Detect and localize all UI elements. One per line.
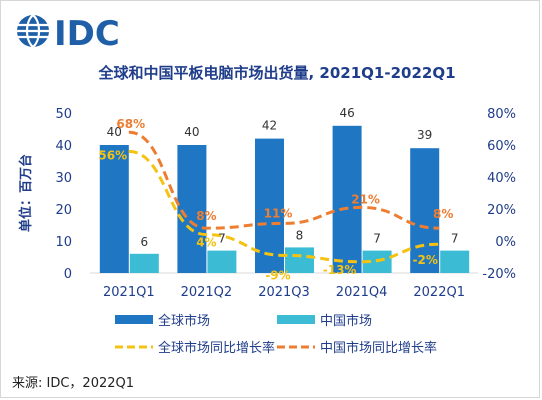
china-market-bar	[129, 253, 159, 273]
global-bar-value-label: 40	[184, 125, 199, 139]
y2-tick-label: 40%	[487, 171, 516, 186]
china-yoy-value-label: 8%	[433, 207, 453, 221]
global-yoy-value-label: 56%	[98, 148, 127, 162]
legend-label: 全球市场	[158, 313, 210, 329]
y-tick-label: 40	[55, 139, 72, 154]
y-tick-label: 0	[64, 267, 72, 282]
idc-logo: IDC	[17, 14, 120, 52]
china-yoy-line	[128, 130, 440, 230]
y2-tick-label: 60%	[487, 139, 516, 154]
x-tick-label: 2021Q4	[336, 285, 388, 300]
china-market-bar	[207, 250, 237, 273]
legend-label: 全球市场同比增长率	[158, 340, 275, 356]
global-market-bar	[99, 145, 129, 273]
right-axis: -20% 0% 20% 40% 60% 80%	[482, 107, 516, 282]
global-yoy-line	[128, 149, 440, 264]
legend-label: 中国市场同比增长率	[320, 340, 437, 356]
y-axis-label: 单位：百万台	[18, 154, 34, 232]
left-axis: 0 10 20 30 40 50	[55, 107, 72, 282]
global-bar-value-label: 46	[339, 106, 354, 120]
category-axis: 2021Q1 2021Q2 2021Q3 2021Q4 2022Q1	[103, 285, 465, 300]
data-labels-layer: 40 6 40 7 42 8 46 7 39 7 56% 4% -9% -13% -2% 68% 8% 11% 21…	[98, 106, 458, 283]
china-yoy-value-label: 8%	[196, 209, 216, 223]
china-bar-value-label: 8	[296, 228, 304, 242]
china-bar-value-label: 6	[140, 235, 148, 249]
y-tick-label: 30	[55, 171, 72, 186]
china-market-bar	[285, 247, 314, 273]
global-market-bar	[332, 125, 362, 273]
y2-tick-label: 20%	[487, 203, 516, 218]
y-tick-label: 10	[55, 235, 72, 250]
y2-tick-label: 80%	[487, 107, 516, 122]
global-market-bar	[410, 148, 440, 273]
china-market-bar	[440, 250, 470, 273]
legend-swatch	[277, 315, 315, 324]
legend-label: 中国市场	[320, 313, 372, 329]
china-bar-value-label: 7	[451, 232, 459, 246]
china-bar-value-label: 7	[218, 232, 226, 246]
global-market-bar	[177, 145, 207, 273]
x-tick-label: 2022Q1	[413, 285, 465, 300]
bars-layer	[99, 125, 470, 273]
chart-title: 全球和中国平板电脑市场出货量, 2021Q1-2022Q1	[97, 64, 455, 82]
china-yoy-value-label: 21%	[351, 192, 380, 206]
global-yoy-value-label: -2%	[413, 253, 438, 267]
china-bar-value-label: 7	[373, 232, 381, 246]
global-bar-value-label: 40	[107, 125, 122, 139]
y-tick-label: 20	[55, 203, 72, 218]
legend-swatch	[115, 315, 153, 324]
source-note: 来源: IDC，2022Q1	[12, 376, 135, 391]
china-yoy-value-label: 68%	[116, 117, 145, 131]
x-tick-label: 2021Q1	[103, 285, 155, 300]
global-bar-value-label: 39	[417, 128, 432, 142]
y2-tick-label: 0%	[495, 235, 516, 250]
y2-tick-label: -20%	[482, 267, 516, 282]
china-yoy-value-label: 11%	[264, 206, 293, 220]
logo-text: IDC	[54, 14, 120, 52]
x-tick-label: 2021Q3	[258, 285, 310, 300]
globe-icon	[17, 14, 49, 48]
global-bar-value-label: 42	[262, 119, 277, 133]
lines-layer	[128, 130, 440, 264]
global-yoy-value-label: -9%	[265, 268, 290, 282]
global-yoy-value-label: 4%	[196, 236, 216, 250]
global-yoy-value-label: -13%	[323, 263, 357, 277]
x-tick-label: 2021Q2	[181, 285, 233, 300]
y-tick-label: 50	[55, 107, 72, 122]
